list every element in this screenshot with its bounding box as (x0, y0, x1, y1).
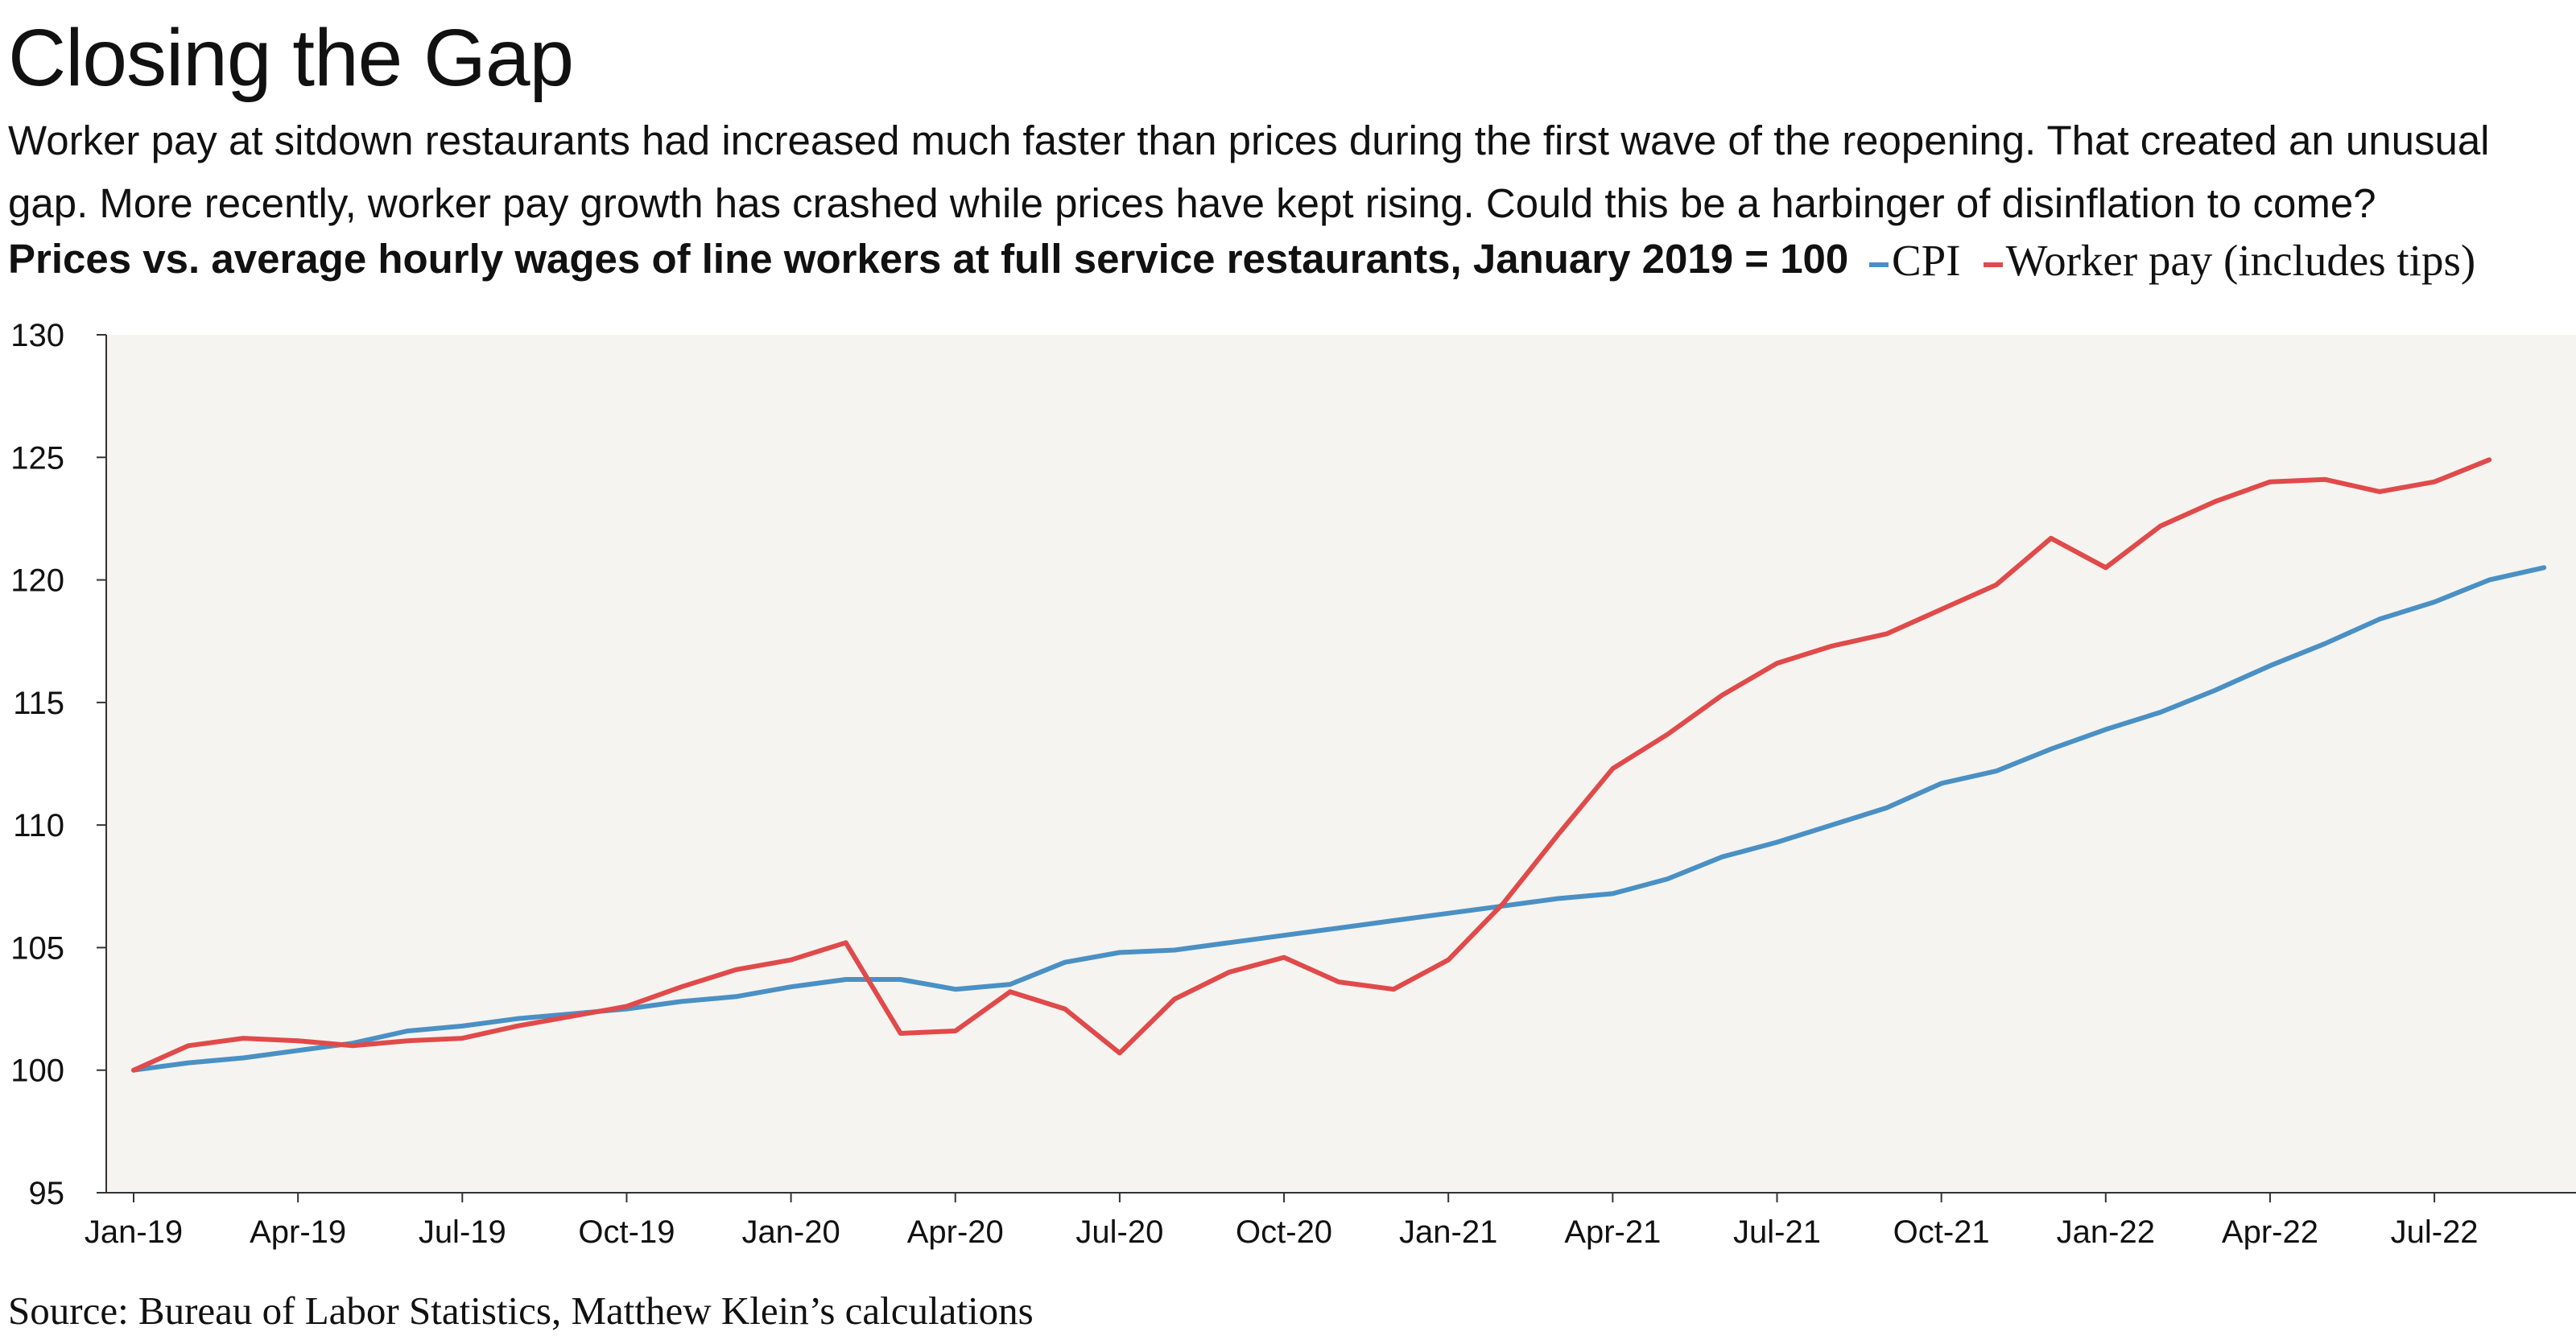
legend-label-cpi: CPI (1892, 236, 1961, 285)
x-tick-label: Jul-20 (1075, 1214, 1163, 1250)
x-tick-label: Jan-22 (2057, 1214, 2155, 1250)
x-tick-label: Jul-22 (2391, 1214, 2479, 1250)
x-tick-label: Oct-21 (1893, 1214, 1990, 1250)
x-tick-label: Apr-20 (907, 1214, 1004, 1250)
x-tick-label: Jan-20 (741, 1214, 840, 1250)
y-tick-label: 110 (13, 808, 64, 843)
x-tick-label: Apr-22 (2222, 1214, 2318, 1250)
series-line-cpi (131, 565, 2547, 1073)
x-tick-label: Apr-19 (250, 1214, 346, 1250)
y-tick-label: 130 (10, 318, 64, 353)
y-tick-label: 105 (10, 930, 64, 966)
x-tick-label: Apr-21 (1564, 1214, 1661, 1250)
x-tick-label: Jul-21 (1733, 1214, 1821, 1250)
x-tick-label: Jan-21 (1399, 1214, 1497, 1250)
legend-swatch-worker-pay (1983, 262, 2003, 268)
source-note: Source: Bureau of Labor Statistics, Matt… (8, 1288, 1034, 1333)
y-tick-label: 120 (10, 563, 64, 599)
series-line-worker-pay (131, 457, 2492, 1073)
chart-title: Closing the Gap (8, 13, 574, 103)
legend-item-worker-pay: Worker pay (includes tips) (1983, 236, 2476, 285)
x-tick-label: Jul-19 (419, 1214, 506, 1250)
legend: CPI Worker pay (includes tips) (1869, 235, 2498, 286)
plot-area (106, 335, 2576, 1193)
y-tick-label: 115 (13, 686, 64, 721)
legend-label-worker-pay: Worker pay (includes tips) (2005, 236, 2476, 285)
legend-swatch-cpi (1869, 262, 1889, 268)
y-tick-label: 95 (29, 1176, 65, 1211)
x-tick-label: Oct-20 (1236, 1214, 1332, 1250)
chart-subtitle: Worker pay at sitdown restaurants had in… (8, 118, 2490, 226)
legend-item-cpi: CPI (1869, 236, 1961, 285)
chart-heading: Prices vs. average hourly wages of line … (8, 236, 1849, 282)
y-tick-label: 100 (10, 1053, 64, 1089)
x-tick-label: Oct-19 (578, 1214, 675, 1250)
y-tick-label: 125 (10, 440, 64, 476)
x-tick-label: Jan-19 (85, 1214, 183, 1250)
